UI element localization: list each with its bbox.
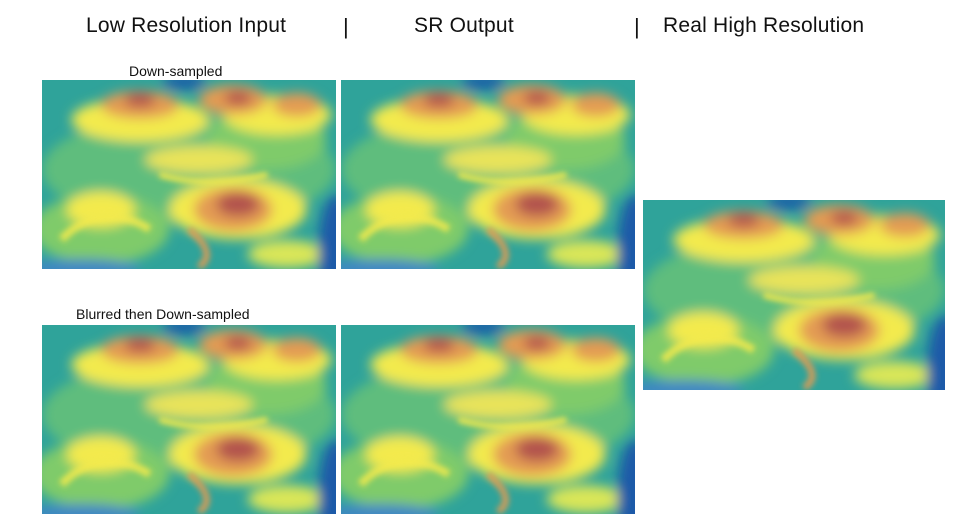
- label-blurred-then-down-sampled: Blurred then Down-sampled: [76, 306, 250, 322]
- heatmap-sr-output-blurred: [341, 325, 635, 514]
- heatmap-low-res-blurred: [42, 325, 336, 514]
- header-separator: |: [343, 14, 349, 39]
- header-low-resolution-input: Low Resolution Input: [86, 14, 287, 37]
- heatmap-real-high-resolution: [643, 200, 945, 390]
- heatmap-sr-output-down-sampled: [341, 80, 635, 269]
- heatmap-low-res-down-sampled: [42, 80, 336, 269]
- header-sr-output: SR Output: [414, 14, 514, 37]
- header-separator: |: [634, 14, 640, 39]
- label-down-sampled: Down-sampled: [129, 63, 223, 79]
- header-real-high-resolution: Real High Resolution: [663, 14, 865, 37]
